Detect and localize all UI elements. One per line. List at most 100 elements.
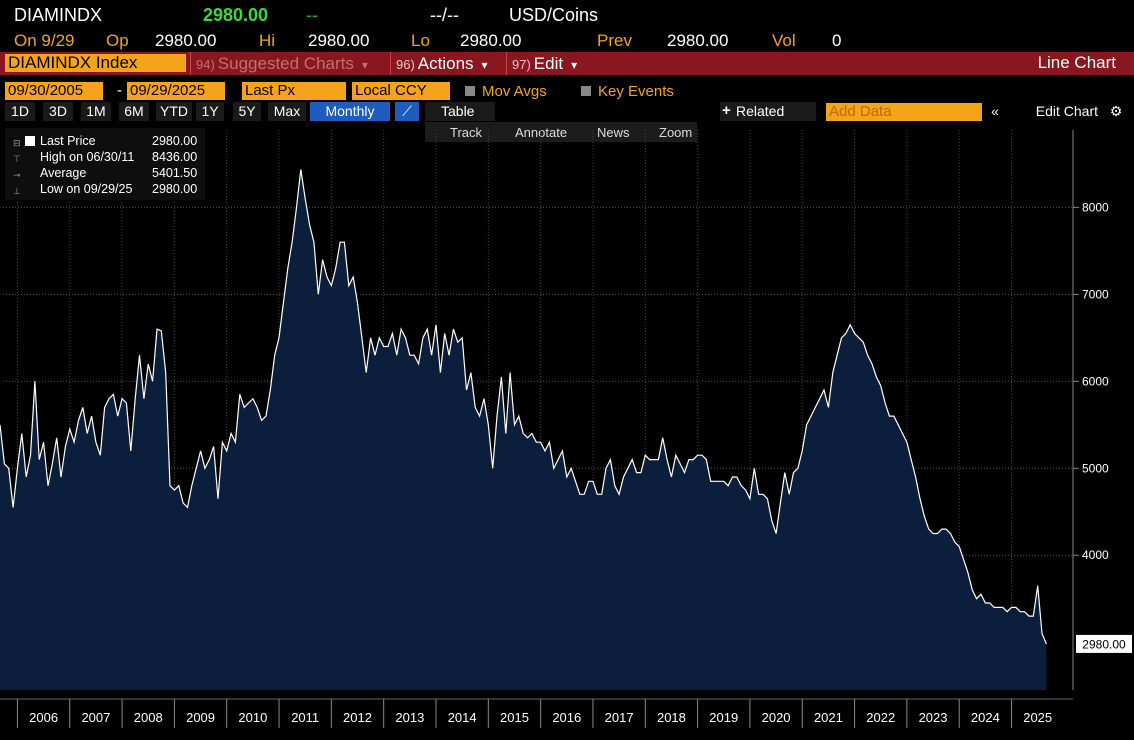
period-button[interactable]: 1M xyxy=(81,102,111,121)
quote-value: 0 xyxy=(832,31,842,50)
frequency-button[interactable]: Monthly xyxy=(310,102,390,121)
chart-type[interactable]: Line Chart xyxy=(1037,53,1116,72)
x-tick-label: 2018 xyxy=(657,710,686,725)
menu-item[interactable]: 96) Actions ▾ xyxy=(390,52,591,75)
quote-value: 2980.00 xyxy=(155,31,217,50)
legend-value: 5401.50 xyxy=(152,166,198,180)
currency-select[interactable]: Local CCY xyxy=(352,82,450,100)
settings-button[interactable]: ⚙ xyxy=(1106,102,1126,121)
y-tick-label: 6000 xyxy=(1082,374,1109,388)
area xyxy=(0,169,1047,690)
legend-icon: ⊟ xyxy=(13,138,21,148)
x-tick-label: 2015 xyxy=(500,710,529,725)
bid-ask: --/-- xyxy=(430,5,459,25)
x-tick-label: 2020 xyxy=(762,710,791,725)
y-tick-label: 7000 xyxy=(1082,287,1109,301)
quote-label: Lo xyxy=(411,31,430,50)
field-select[interactable]: Last Px xyxy=(242,82,346,100)
period-button[interactable]: 3D xyxy=(43,102,73,121)
legend-label: Average xyxy=(40,166,87,180)
collapse-button[interactable]: « xyxy=(985,102,1005,121)
period-button[interactable]: 1D xyxy=(5,102,35,121)
tool-button[interactable]: News xyxy=(597,125,630,140)
period-button[interactable]: 5Y xyxy=(233,102,261,121)
quote-label: Vol xyxy=(772,31,796,50)
units: USD/Coins xyxy=(509,5,599,25)
quote-label: Prev xyxy=(597,31,632,50)
start-date[interactable]: 09/30/2005 xyxy=(5,82,103,100)
legend-icon: ⊤ xyxy=(13,154,21,164)
menu-number: 96) xyxy=(396,57,415,72)
menu-bar xyxy=(0,52,1134,75)
dropdown-arrow: ▾ xyxy=(481,58,488,72)
table-button[interactable]: Table xyxy=(425,102,495,121)
edit-chart-button[interactable]: Edit Chart xyxy=(1012,102,1104,121)
menu-item[interactable]: 94) Suggested Charts ▾ xyxy=(190,52,391,75)
tool-button[interactable]: Track xyxy=(450,125,483,140)
legend-value: 2980.00 xyxy=(152,134,198,148)
menu-label: Edit xyxy=(533,54,564,73)
related-plus: + xyxy=(722,102,731,119)
quote-label: Hi xyxy=(259,31,276,50)
x-tick-label: 2021 xyxy=(814,710,843,725)
x-tick-label: 2009 xyxy=(186,710,215,725)
x-tick-label: 2008 xyxy=(134,710,163,725)
tool-button[interactable]: Zoom xyxy=(659,125,693,140)
x-tick-label: 2022 xyxy=(866,710,895,725)
checkbox[interactable] xyxy=(581,86,591,96)
period-button[interactable]: 6M xyxy=(119,102,149,121)
legend-icon: ⊥ xyxy=(13,186,21,196)
tool-bar xyxy=(425,122,697,142)
tool-button[interactable]: Annotate xyxy=(515,125,568,140)
toggle-label: Key Events xyxy=(598,83,674,100)
ticker: DIAMINDX xyxy=(14,5,103,25)
y-tick-label: 8000 xyxy=(1082,200,1109,214)
period-button[interactable]: YTD xyxy=(156,102,192,121)
legend-value: 2980.00 xyxy=(152,182,198,196)
x-tick-label: 2014 xyxy=(448,710,477,725)
legend-value: 8436.00 xyxy=(152,150,198,164)
security-field[interactable]: DIAMINDX Index xyxy=(5,54,186,72)
last-price-label: 2980.00 xyxy=(1082,637,1126,651)
x-tick-label: 2024 xyxy=(971,710,1000,725)
x-tick-label: 2025 xyxy=(1023,710,1052,725)
toggle-label: Mov Avgs xyxy=(482,83,547,100)
legend-label: Last Price xyxy=(40,134,96,148)
end-date[interactable]: 09/29/2025 xyxy=(127,82,225,100)
period-button[interactable]: 1Y xyxy=(196,102,224,121)
legend-label: Low on 09/29/25 xyxy=(40,182,133,196)
menu-item[interactable]: 97) Edit ▾ xyxy=(506,52,594,75)
checkbox[interactable] xyxy=(465,86,475,96)
price-line xyxy=(0,169,1047,645)
last-price-box xyxy=(1076,634,1132,653)
menu-label: Suggested Charts xyxy=(217,54,354,73)
x-tick-label: 2010 xyxy=(238,710,267,725)
legend-icon: ⊸ xyxy=(13,170,21,180)
quote-value: 2980.00 xyxy=(667,31,729,50)
dropdown-arrow: ▾ xyxy=(361,58,368,72)
legend-swatch xyxy=(25,136,35,146)
quote-date: On 9/29 xyxy=(14,31,75,50)
period-button[interactable]: Max xyxy=(268,102,306,121)
x-tick-label: 2017 xyxy=(605,710,634,725)
legend-label: High on 06/30/11 xyxy=(40,150,135,164)
add-data[interactable]: Add Data xyxy=(826,103,982,121)
change: -- xyxy=(306,5,318,25)
x-tick-label: 2019 xyxy=(709,710,738,725)
menu-label: Actions xyxy=(417,54,474,73)
y-tick-label: 4000 xyxy=(1082,548,1109,562)
price: 2980.00 xyxy=(203,5,269,25)
x-axis-bar xyxy=(0,699,1134,740)
x-tick-label: 2012 xyxy=(343,710,372,725)
quote-value: 2980.00 xyxy=(460,31,522,50)
related-button[interactable]: Related Data xyxy=(720,102,816,121)
x-tick-label: 2011 xyxy=(291,710,319,725)
quote-value: 2980.00 xyxy=(308,31,370,50)
date-dash: - xyxy=(117,82,122,99)
x-tick-label: 2007 xyxy=(81,710,110,725)
chart-icon[interactable]: ⟋ xyxy=(395,102,419,121)
menu-number: 94) xyxy=(196,57,215,72)
x-tick-label: 2006 xyxy=(29,710,58,725)
